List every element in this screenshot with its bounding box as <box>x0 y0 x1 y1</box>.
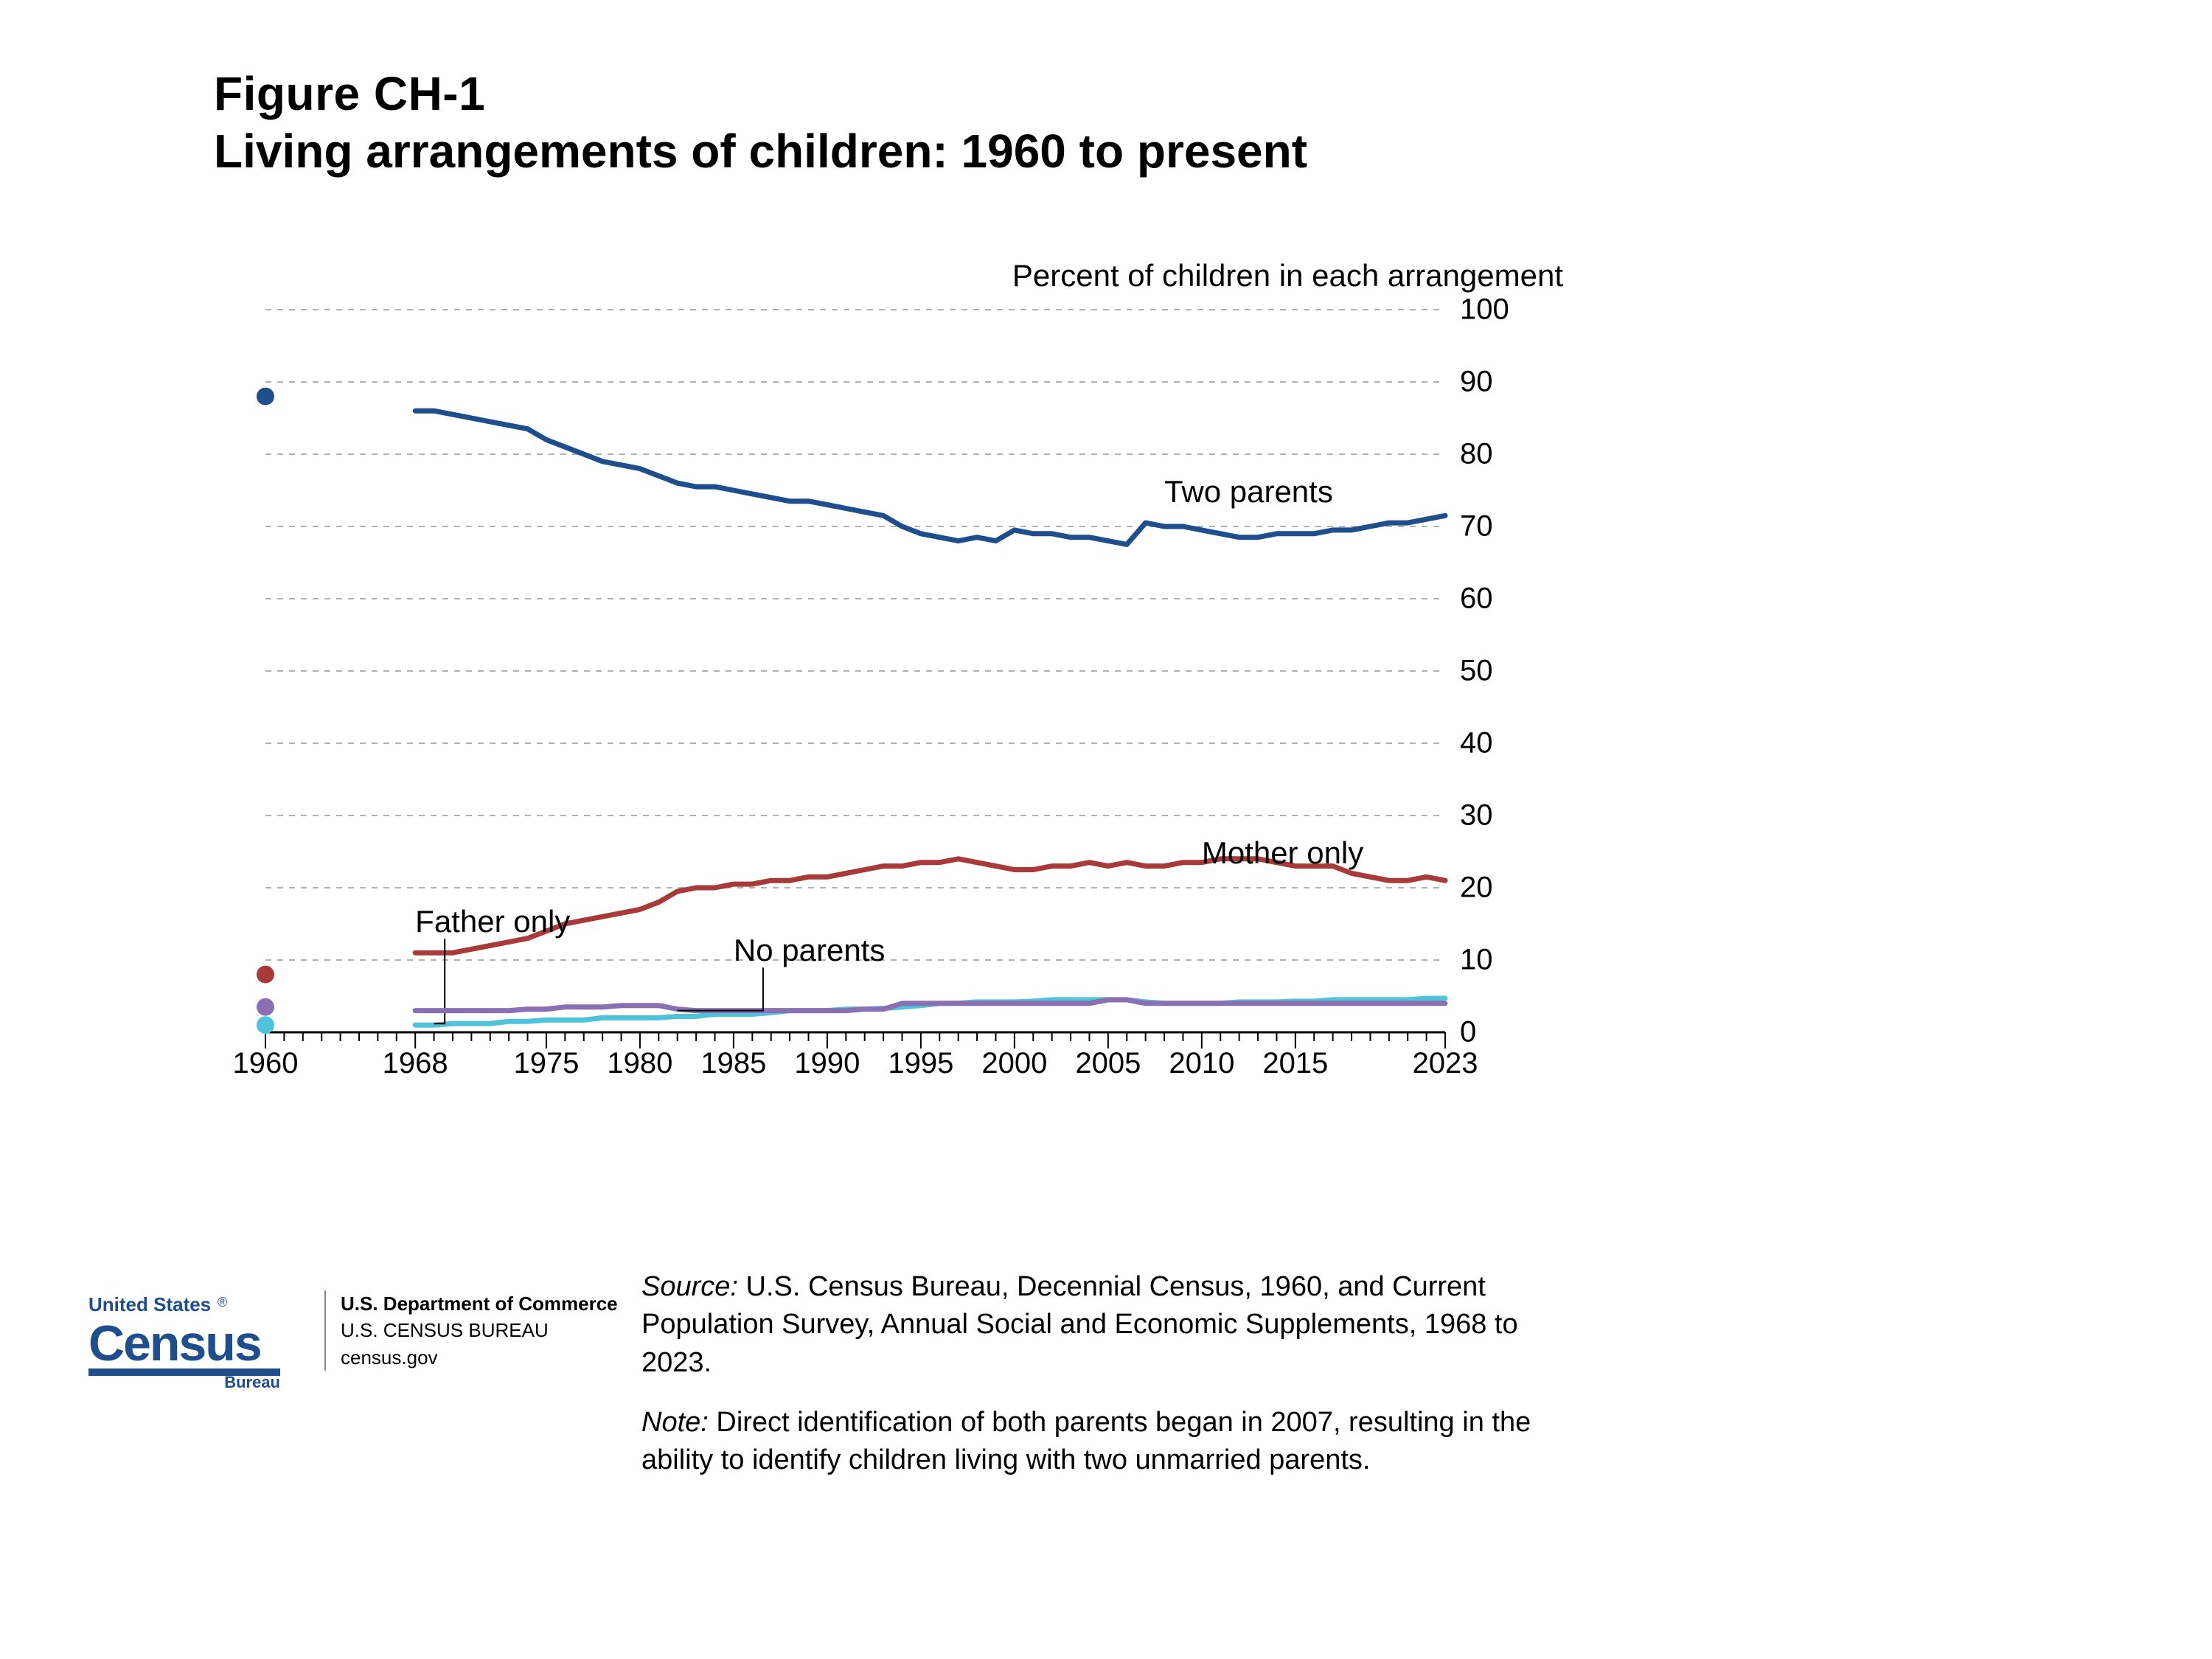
series-label-two-parents: Two parents <box>1164 474 1333 509</box>
x-tick-label: 2005 <box>1075 1047 1141 1080</box>
figure-page: Figure CH-1 Living arrangements of child… <box>0 0 2212 1659</box>
series-label-no-parents: No parents <box>734 933 885 968</box>
x-tick-label: 1985 <box>700 1047 766 1080</box>
series-label-mother-only: Mother only <box>1202 835 1363 871</box>
plot-area: Two parents Mother only Father only No p… <box>265 310 1445 1032</box>
note-prefix: Note: <box>641 1407 709 1438</box>
x-tick-label: 1980 <box>607 1047 672 1080</box>
logo-line3: census.gov <box>341 1344 618 1371</box>
logo-line2: U.S. CENSUS BUREAU <box>341 1317 618 1343</box>
y-tick-label: 10 <box>1460 944 1526 977</box>
x-tick-label: 1975 <box>513 1047 579 1080</box>
y-tick-label: 50 <box>1460 655 1526 688</box>
logo-line1: U.S. Department of Commerce <box>341 1290 618 1317</box>
series-label-father-only: Father only <box>415 904 570 939</box>
y-tick-label: 20 <box>1460 872 1526 905</box>
x-tick-label: 2023 <box>1413 1047 1478 1080</box>
svg-text:®: ® <box>218 1295 227 1310</box>
x-tick-label: 2000 <box>981 1047 1047 1080</box>
x-tick-label: 2010 <box>1169 1047 1234 1080</box>
source-line: Source: U.S. Census Bureau, Decennial Ce… <box>641 1268 1563 1382</box>
chart: Percent of children in each arrangement … <box>265 258 1548 1121</box>
figure-number: Figure CH-1 <box>214 66 1307 121</box>
footer-notes: Source: U.S. Census Bureau, Decennial Ce… <box>641 1268 1563 1479</box>
y-axis-title: Percent of children in each arrangement <box>1012 258 1563 293</box>
y-tick-label: 90 <box>1460 366 1526 399</box>
y-tick-label: 0 <box>1460 1016 1526 1049</box>
x-tick-label: 2015 <box>1262 1047 1328 1080</box>
source-prefix: Source: <box>641 1271 738 1302</box>
y-tick-label: 30 <box>1460 799 1526 832</box>
x-tick-label: 1995 <box>888 1047 953 1080</box>
x-tick-label: 1968 <box>383 1047 448 1080</box>
svg-text:Bureau: Bureau <box>224 1373 280 1391</box>
census-logo: United States ® Census Bureau <box>88 1290 310 1397</box>
figure-title: Living arrangements of children: 1960 to… <box>214 124 1307 178</box>
note-line: Note: Direct identification of both pare… <box>641 1404 1563 1480</box>
x-tick-label: 1960 <box>233 1047 299 1080</box>
x-tick-label: 1990 <box>794 1047 860 1080</box>
svg-text:United States: United States <box>88 1293 211 1315</box>
svg-text:Census: Census <box>88 1315 261 1371</box>
source-text: U.S. Census Bureau, Decennial Census, 19… <box>641 1271 1518 1378</box>
y-tick-label: 40 <box>1460 727 1526 760</box>
y-tick-label: 60 <box>1460 582 1526 616</box>
note-text: Direct identification of both parents be… <box>641 1407 1531 1475</box>
census-logo-block: United States ® Census Bureau U.S. Depar… <box>88 1290 618 1397</box>
y-tick-label: 80 <box>1460 438 1526 471</box>
title-block: Figure CH-1 Living arrangements of child… <box>214 66 1307 178</box>
y-tick-label: 70 <box>1460 510 1526 543</box>
y-tick-label: 100 <box>1460 293 1526 327</box>
census-logo-text: U.S. Department of Commerce U.S. CENSUS … <box>324 1290 618 1371</box>
